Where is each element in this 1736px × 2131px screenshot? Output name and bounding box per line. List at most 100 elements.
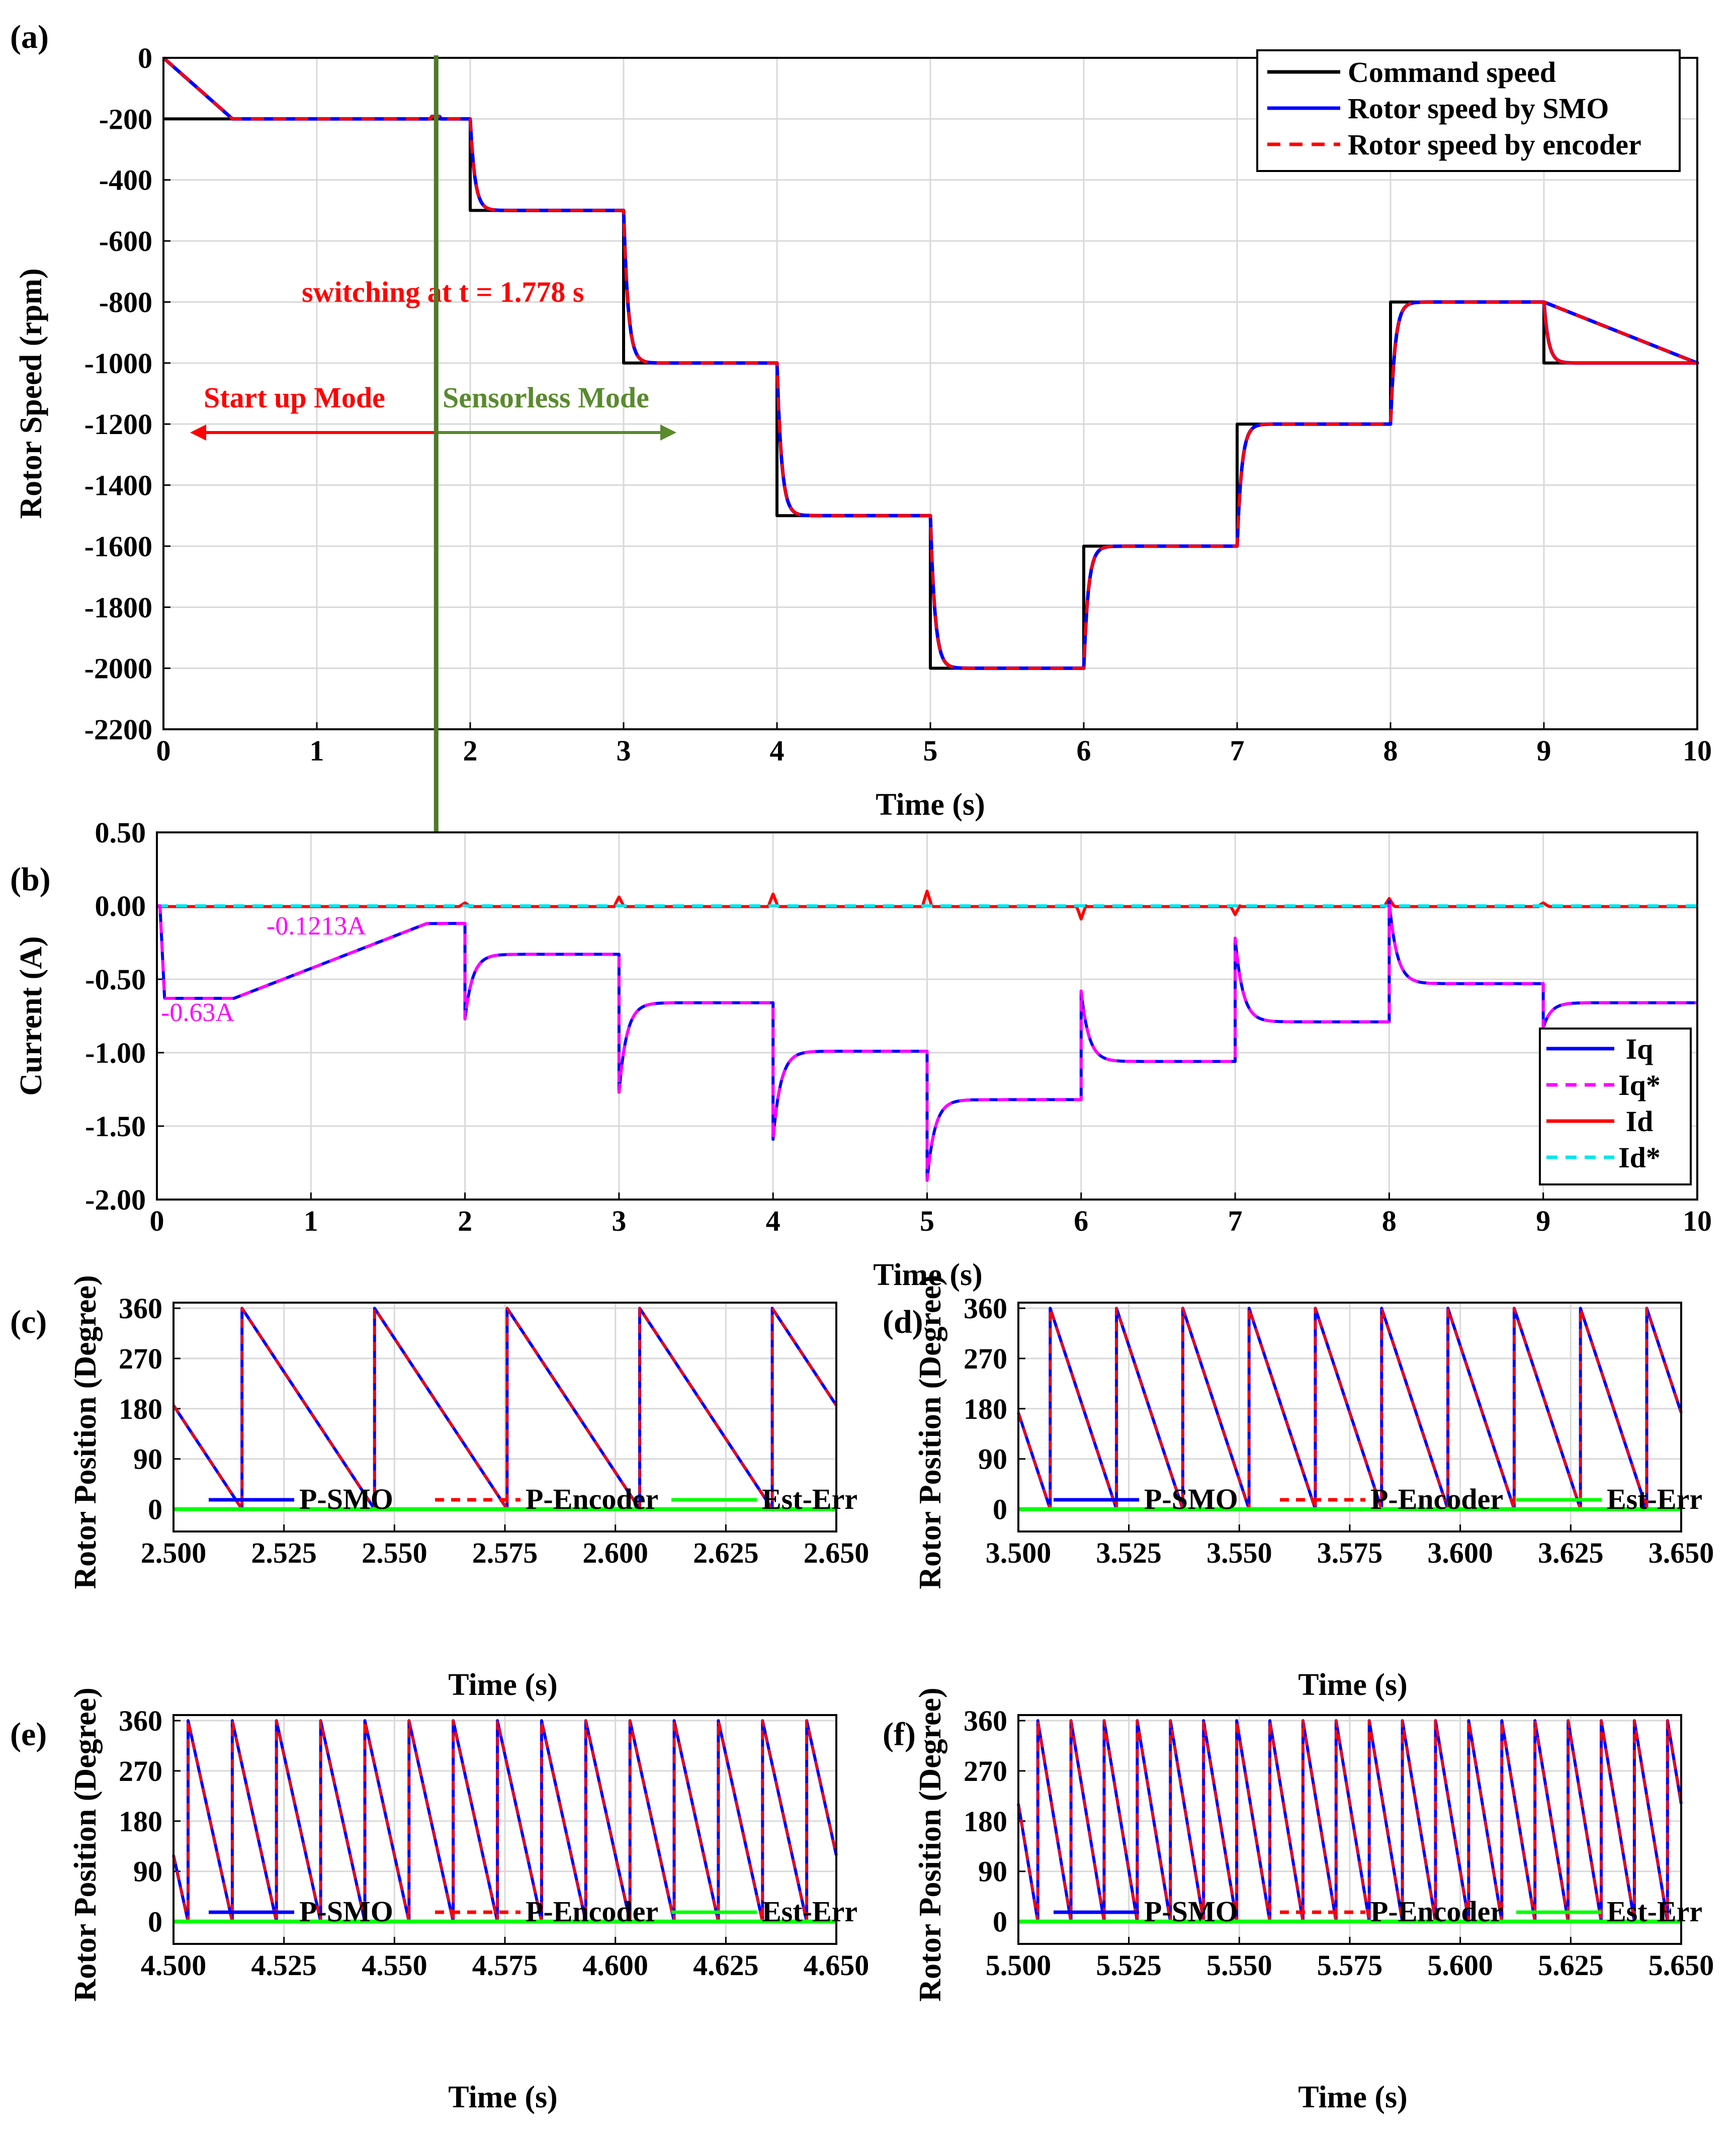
switching-annotation: switching at t = 1.778 s: [302, 276, 584, 308]
legend-label: P-Encoder: [1370, 1483, 1503, 1515]
series-position-encoder: [1017, 1307, 1683, 1511]
x-tick-label: 2.625: [693, 1537, 759, 1569]
plot-border: [172, 1302, 837, 1532]
x-tick-label: 4.525: [251, 1949, 317, 1982]
x-tick-label: 4: [770, 734, 785, 767]
x-tick-label: 5.600: [1427, 1949, 1493, 1982]
legend-label: Rotor speed by SMO: [1348, 92, 1609, 125]
x-axis-title: Time (s): [448, 1668, 558, 1702]
panel-b-current-chart: 0 1 2 3 4 5 6 7 8 9 10 0.50 0.00 -0.50 -1.00 -1.50 -2.00…: [10, 816, 1712, 1292]
y-tick-label: 180: [964, 1805, 1007, 1838]
legend-label: Command speed: [1348, 56, 1556, 89]
x-tick-label: 2: [458, 1205, 472, 1237]
x-tick-label: 8: [1383, 734, 1398, 767]
x-tick-label: 1: [304, 1205, 318, 1237]
legend-label: P-SMO: [1144, 1483, 1238, 1515]
y-tick-label: 0: [138, 42, 152, 74]
y-tick-label: -0.50: [85, 963, 146, 996]
x-tick-label: 5.550: [1206, 1949, 1272, 1982]
y-tick-label: -1800: [84, 591, 152, 624]
y-tick-label: 180: [964, 1393, 1007, 1425]
legend-label: P-SMO: [299, 1483, 393, 1515]
x-tick-label: 3: [612, 1205, 626, 1237]
x-tick-label: 2.650: [804, 1537, 870, 1569]
y-tick-label: 90: [133, 1855, 162, 1888]
x-axis-title: Time (s): [1298, 1668, 1408, 1702]
x-tick-label: 2.600: [582, 1537, 648, 1569]
y-tick-label: 180: [119, 1805, 162, 1838]
legend-label: P-Encoder: [1370, 1895, 1503, 1928]
x-tick-label: 7: [1230, 734, 1245, 767]
legend-position: P-SMO P-Encoder Est-Err: [209, 1483, 857, 1515]
x-tick-label: 4: [766, 1205, 780, 1237]
x-tick-label: 3.600: [1427, 1537, 1493, 1569]
series-position-encoder: [172, 1307, 838, 1511]
legend-position: P-SMO P-Encoder Est-Err: [209, 1895, 857, 1928]
x-tick-label: 5: [920, 1205, 934, 1237]
y-tick-label: -1.00: [85, 1037, 146, 1069]
iq-annotation-low: -0.63A: [161, 998, 234, 1027]
x-tick-label: 5: [923, 734, 938, 767]
x-tick-label: 5.625: [1538, 1949, 1604, 1982]
y-tick-label: -1000: [84, 347, 152, 380]
x-axis-title: Time (s): [448, 2080, 558, 2114]
x-tick-label: 6: [1077, 734, 1091, 767]
y-tick-label: 0.50: [95, 816, 146, 849]
x-tick-label: 1: [310, 734, 324, 767]
y-tick-label: -800: [99, 286, 152, 318]
panel-c-position-chart: 2.500 2.525 2.550 2.575 2.600 2.625 2.650 360 27…: [10, 1275, 869, 1702]
x-tick-label: 4.625: [693, 1949, 759, 1982]
x-axis-title: Time (s): [873, 1258, 983, 1292]
y-tick-label: 180: [119, 1393, 162, 1425]
y-axis-title: Rotor Position (Degree): [68, 1687, 103, 2001]
y-tick-label: 0: [148, 1493, 162, 1526]
panel-tag: (a): [10, 19, 49, 55]
y-tick-label: 270: [119, 1755, 162, 1787]
y-tick-label: 0: [148, 1906, 162, 1938]
x-tick-label: 2.550: [362, 1537, 427, 1569]
x-tick-label: 2.575: [472, 1537, 538, 1569]
y-tick-label: -1400: [84, 469, 152, 502]
x-tick-label: 10: [1683, 734, 1712, 767]
y-tick-label: 90: [978, 1855, 1007, 1888]
x-tick-label: 7: [1228, 1205, 1243, 1237]
panel-tag: (c): [10, 1304, 47, 1340]
x-tick-label: 4.550: [362, 1949, 427, 1982]
x-tick-label: 3.625: [1538, 1537, 1604, 1569]
plot-border: [162, 57, 1698, 730]
panel-tag: (d): [883, 1304, 923, 1340]
x-tick-label: 3.575: [1317, 1537, 1383, 1569]
sensorless-mode-label: Sensorless Mode: [443, 381, 649, 414]
x-tick-label: 5.500: [986, 1949, 1052, 1982]
series-rotor-speed-encoder: [162, 56, 1699, 670]
startup-arrowhead: [190, 424, 206, 441]
startup-mode-label: Start up Mode: [204, 381, 385, 414]
panel-tag: (b): [10, 861, 51, 898]
legend-box: [1539, 1028, 1692, 1185]
y-tick-label: 360: [964, 1292, 1007, 1325]
panel-a-speed-chart: 0 1 2 3 4 5 6 7 8 9 10 0 -200 -400 -600 -800 -1000 -1200 -…: [10, 19, 1712, 822]
x-tick-label: 9: [1536, 1205, 1550, 1237]
y-axis-title: Rotor Position (Degree): [913, 1687, 947, 2001]
y-tick-label: -200: [99, 103, 152, 135]
series-iq-ref: [157, 900, 1697, 1182]
x-tick-label: 9: [1537, 734, 1551, 767]
y-tick-label: -2200: [84, 713, 152, 746]
x-tick-label: 8: [1382, 1205, 1397, 1237]
y-axis-title: Rotor Position (Degree): [68, 1275, 103, 1589]
x-tick-label: 3.550: [1206, 1537, 1272, 1569]
x-tick-label: 4.650: [804, 1949, 870, 1982]
x-tick-label: 3.650: [1648, 1537, 1714, 1569]
y-tick-label: -1200: [84, 408, 152, 441]
legend-position: P-SMO P-Encoder Est-Err: [1054, 1483, 1702, 1515]
y-tick-label: -2000: [84, 652, 152, 685]
y-tick-label: 90: [133, 1443, 162, 1476]
series-position-encoder: [1017, 1719, 1683, 1923]
y-axis-title: Current (A): [14, 936, 48, 1095]
x-tick-label: 3.525: [1096, 1537, 1162, 1569]
y-axis-title: Rotor Speed (rpm): [14, 268, 48, 519]
plot-border: [172, 1714, 837, 1945]
